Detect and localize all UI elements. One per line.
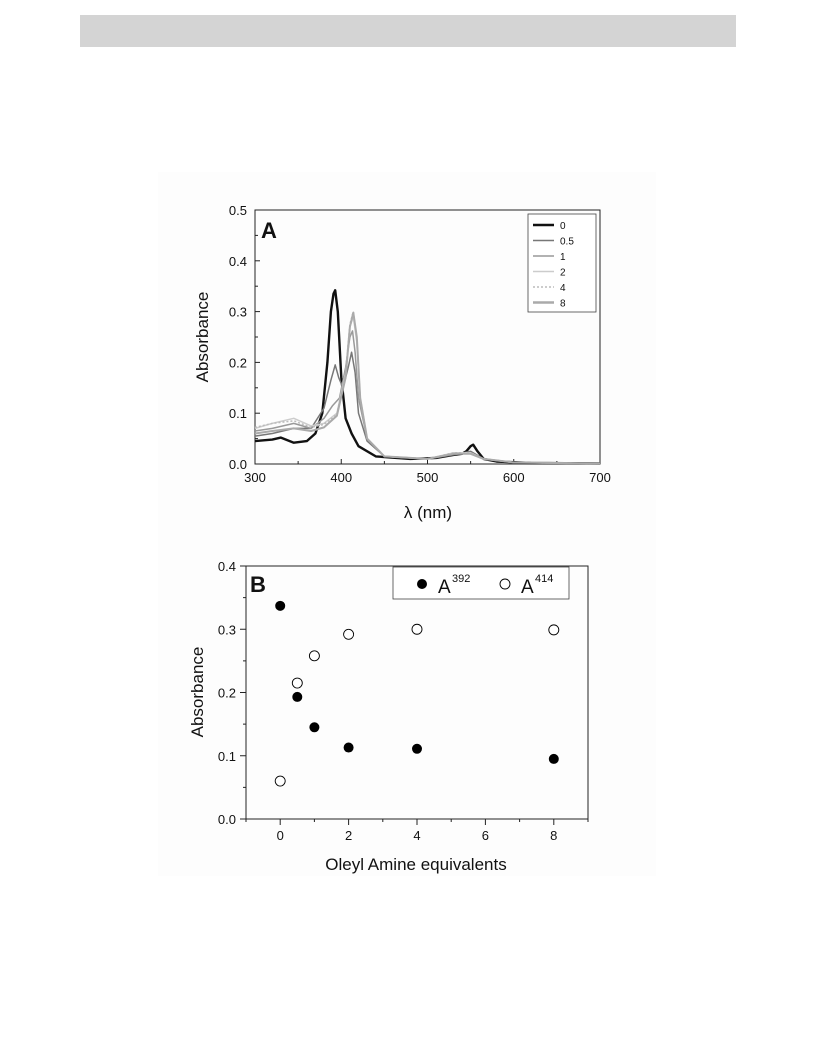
chart-a-x-axis-title: λ (nm) (404, 503, 452, 522)
chart-a-lines (254, 289, 601, 465)
chart-a-series-line-1 (254, 330, 601, 465)
chart-b-point-a392 (548, 753, 559, 764)
chart-a-series-line-0 (254, 289, 601, 465)
header-bar (80, 15, 736, 47)
chart-b-ticks: 0 2 4 6 8 0.0 0.1 0.2 0.3 0.4 (218, 559, 589, 843)
chart-b-y-axis-title: Absorbance (188, 647, 207, 738)
chart-a-y-tick-label: 0.1 (229, 406, 247, 421)
chart-b-x-tick-label: 6 (482, 828, 489, 843)
chart-b-legend: A 392 A 414 (392, 566, 570, 600)
chart-b-point-a392 (292, 691, 303, 702)
chart-a-y-axis-title: Absorbance (193, 292, 212, 383)
chart-a-legend-box (527, 213, 597, 313)
chart-b-point-a414 (343, 628, 355, 640)
chart-a-y-tick-label: 0.5 (229, 203, 247, 218)
chart-b-legend-marker (499, 578, 511, 590)
chart-b-point-a392 (343, 742, 354, 753)
chart-b-point-a414 (274, 775, 286, 787)
chart-b-legend-label: A (438, 577, 451, 598)
chart-b-legend-superscript: 414 (535, 573, 553, 585)
chart-a-legend-label: 1 (560, 252, 566, 263)
chart-a-x-tick-label: 300 (244, 470, 266, 485)
chart-a-series-line-0.5 (254, 351, 601, 465)
chart-a-legend-label: 4 (560, 283, 566, 294)
chart-b-point-a414 (411, 623, 423, 635)
chart-b-point-a392 (309, 722, 320, 733)
chart-b-y-tick-label: 0.3 (218, 622, 236, 637)
chart-a-legend-label: 0 (560, 221, 566, 232)
chart-b-y-tick-label: 0.4 (218, 559, 236, 574)
chart-a-x-tick-label: 600 (503, 470, 525, 485)
chart-b-point-a414 (548, 624, 560, 636)
chart-b-y-tick-label: 0.1 (218, 749, 236, 764)
chart-b-panel-letter: B (250, 572, 266, 597)
chart-a-legend-label: 0.5 (560, 237, 574, 248)
chart-b-x-tick-label: 0 (277, 828, 284, 843)
chart-a-legend-label: 8 (560, 299, 566, 310)
chart-a-x-tick-label: 500 (417, 470, 439, 485)
chart-b-x-tick-label: 4 (413, 828, 420, 843)
chart-b-legend-marker (417, 579, 427, 589)
chart-a-y-tick-label: 0.3 (229, 305, 247, 320)
chart-a-y-tick-label: 0.2 (229, 355, 247, 370)
chart-b-legend-superscript: 392 (452, 573, 470, 585)
chart-a-legend-label: 2 (560, 268, 566, 279)
chart-b-y-tick-label: 0.2 (218, 686, 236, 701)
chart-a: 300 400 500 600 700 0.0 0.1 0.2 0.3 0.4 0.5 A λ (n… (193, 203, 611, 522)
chart-b-points (274, 600, 560, 787)
chart-a-series-line-8 (254, 311, 601, 465)
chart-b-x-tick-label: 8 (550, 828, 557, 843)
chart-b: 0 2 4 6 8 0.0 0.1 0.2 0.3 0.4 B Oleyl Amine equiv… (188, 559, 589, 874)
chart-a-legend: 0 0.5 1 2 4 8 (527, 213, 597, 313)
chart-a-x-tick-label: 400 (330, 470, 352, 485)
chart-b-x-axis-title: Oleyl Amine equivalents (325, 855, 506, 874)
chart-a-x-tick-label: 700 (589, 470, 611, 485)
chart-a-ticks: 300 400 500 600 700 0.0 0.1 0.2 0.3 0.4 0.5 (229, 203, 611, 485)
chart-b-point-a392 (275, 600, 286, 611)
chart-b-y-tick-label: 0.0 (218, 812, 236, 827)
chart-b-x-tick-label: 2 (345, 828, 352, 843)
chart-b-point-a414 (308, 650, 320, 662)
chart-b-point-a392 (412, 743, 422, 754)
chart-b-legend-label: A (521, 577, 534, 598)
chart-a-y-tick-label: 0.0 (229, 457, 247, 472)
chart-a-y-tick-label: 0.4 (229, 254, 247, 269)
chart-b-point-a414 (291, 677, 303, 689)
chart-a-panel-letter: A (261, 218, 277, 243)
figure-panel: 300 400 500 600 700 0.0 0.1 0.2 0.3 0.4 0.5 A λ (n… (158, 172, 656, 876)
